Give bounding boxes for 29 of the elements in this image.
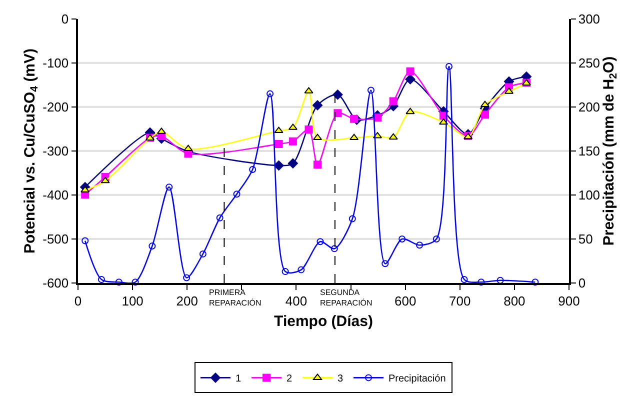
y-tick-label: -200 <box>42 100 69 115</box>
y-tick-label: -300 <box>42 144 69 159</box>
x-tick-label: 200 <box>176 293 198 308</box>
y2-tick-label: 200 <box>578 100 600 115</box>
y2-tick-label: 300 <box>578 12 600 27</box>
legend-label: 1 <box>236 374 242 385</box>
legend-label: Precipitación <box>388 374 446 385</box>
y2-tick-label: 100 <box>578 188 600 203</box>
y-tick-label: -500 <box>42 232 69 247</box>
legend-label: 3 <box>338 374 344 385</box>
y2-tick-label: 250 <box>578 56 600 71</box>
ref-line-label: SEGUNDA REPARACIÓN <box>320 288 373 308</box>
x-tick-label: 900 <box>558 293 580 308</box>
y-tick-label: -400 <box>42 188 69 203</box>
y-tick-label: 0 <box>61 12 69 27</box>
y2-tick-label: 0 <box>578 276 586 291</box>
x-axis-title: Tiempo (Días) <box>274 312 373 330</box>
y-tick-label: -600 <box>42 276 69 291</box>
x-tick-label: 400 <box>285 293 308 308</box>
ref-line-label: PRIMERA REPARACIÓN <box>209 288 262 308</box>
x-tick-label: 600 <box>394 293 416 308</box>
x-tick-label: 100 <box>122 293 144 308</box>
x-tick-label: 700 <box>449 293 471 308</box>
y2-tick-label: 50 <box>578 232 593 247</box>
legend-label: 2 <box>286 374 292 385</box>
y-tick-label: -100 <box>42 56 69 71</box>
x-tick-label: 0 <box>74 293 82 308</box>
x-tick-label: 800 <box>504 293 526 308</box>
y2-tick-label: 150 <box>578 144 600 159</box>
